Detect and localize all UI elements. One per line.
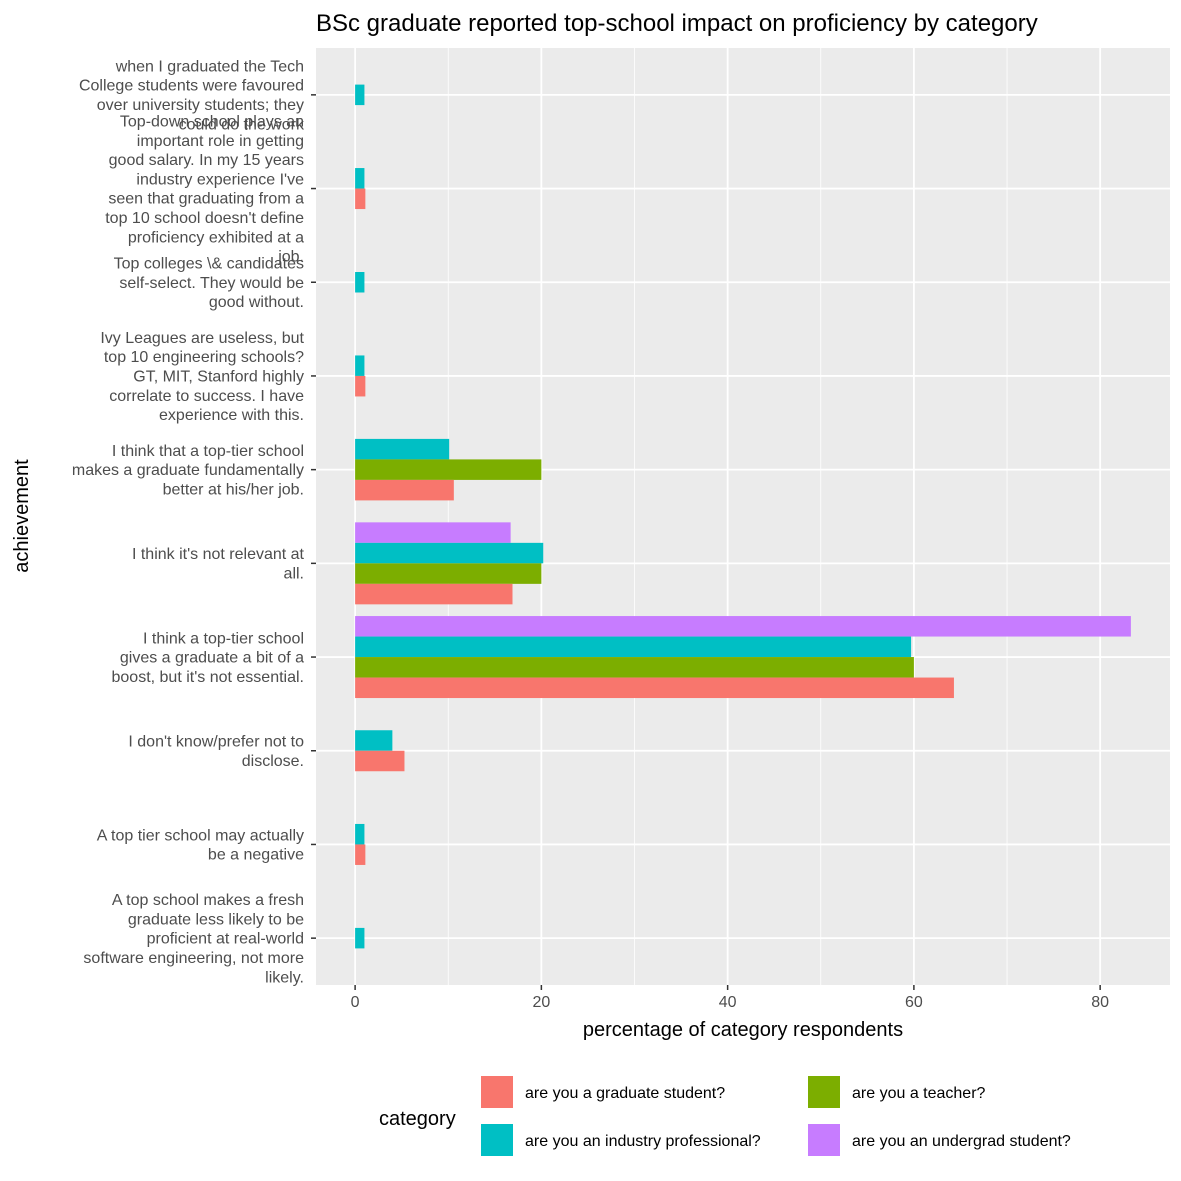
legend-label: are you a teacher? xyxy=(852,1085,986,1102)
y-tick-label: job. xyxy=(277,249,304,266)
y-axis-title: achievement xyxy=(11,459,33,573)
bar xyxy=(355,188,366,210)
bar xyxy=(355,583,513,605)
bar xyxy=(355,750,405,772)
x-tick-label: 60 xyxy=(905,994,923,1011)
y-tick-label: I think a top-tier school xyxy=(143,630,304,647)
legend-label: are you an industry professional? xyxy=(525,1133,761,1150)
y-tick-label: proficient at real-world xyxy=(147,931,304,948)
bar xyxy=(355,272,365,293)
bar xyxy=(355,657,914,678)
x-axis-title: percentage of category respondents xyxy=(583,1019,903,1041)
bar xyxy=(355,522,511,543)
x-tick-label: 40 xyxy=(719,994,737,1011)
bar xyxy=(355,375,366,397)
legend: category are you a graduate student? are … xyxy=(379,1076,1071,1156)
y-tick-label: I think it's not relevant at xyxy=(132,546,305,563)
bar xyxy=(355,542,544,564)
y-tick-label: all. xyxy=(284,566,304,583)
y-tick-label: be a negative xyxy=(208,847,304,864)
legend-title: category xyxy=(379,1108,456,1130)
bar xyxy=(355,677,954,699)
legend-swatch xyxy=(808,1076,840,1108)
y-tick-label: seen that graduating from a xyxy=(108,191,304,208)
y-tick-label: when I graduated the Tech xyxy=(115,58,304,75)
y-tick-label: A top tier school may actually xyxy=(97,827,304,844)
bar xyxy=(355,730,393,751)
y-tick-label: Top colleges \& candidates xyxy=(114,255,304,272)
y-tick-label: could do the work xyxy=(179,116,305,133)
legend-label: are you a graduate student? xyxy=(525,1085,725,1102)
y-tick-label: correlate to success. I have xyxy=(109,388,304,405)
y-tick-label: graduate less likely to be xyxy=(128,911,304,928)
y-tick-label: proficiency exhibited at a xyxy=(128,229,304,246)
y-tick-label: good salary. In my 15 years xyxy=(109,152,304,169)
bars xyxy=(355,84,1131,949)
y-tick-label: A top school makes a fresh xyxy=(112,892,304,909)
y-tick-label: experience with this. xyxy=(159,407,304,424)
legend-swatch xyxy=(481,1124,513,1156)
y-tick-label: better at his/her job. xyxy=(163,481,304,498)
major-gridlines xyxy=(316,48,1170,985)
y-tick-label: Top-down school plays an xyxy=(120,114,304,131)
plot-panel xyxy=(316,48,1170,985)
y-tick-label: industry experience I've xyxy=(136,171,304,188)
legend-label: are you an undergrad student? xyxy=(852,1133,1071,1150)
chart-title: BSc graduate reported top-school impact … xyxy=(316,10,1038,37)
y-tick-label: College students were favoured xyxy=(79,78,304,95)
legend-swatch xyxy=(808,1124,840,1156)
y-tick-label: top 10 engineering schools? xyxy=(104,349,304,366)
bar xyxy=(355,459,542,480)
bar xyxy=(355,168,365,189)
bar xyxy=(355,438,450,460)
y-tick-label: important role in getting xyxy=(137,133,304,150)
y-tick-label: self-select. They would be xyxy=(119,275,304,292)
y-tick-label: likely. xyxy=(265,969,304,986)
y-tick-label: gives a graduate a bit of a xyxy=(120,650,304,667)
y-tick-label: over university students; they xyxy=(97,97,304,114)
y-tick-label: I don't know/prefer not to xyxy=(128,734,304,751)
y-tick-label: Ivy Leagues are useless, but xyxy=(100,330,304,347)
bar xyxy=(355,844,366,865)
x-tick-label: 20 xyxy=(532,994,550,1011)
y-tick-label: GT, MIT, Stanford highly xyxy=(133,368,304,385)
y-tick-label: makes a graduate fundamentally xyxy=(72,462,304,479)
minor-gridlines xyxy=(447,48,1008,985)
y-tick-label: good without. xyxy=(209,294,304,311)
y-tick-label: I think that a top-tier school xyxy=(112,443,304,460)
y-tick-label: disclose. xyxy=(242,753,304,770)
x-axis: 0 20 40 60 80 xyxy=(351,985,1109,1011)
bar xyxy=(355,927,365,949)
bar xyxy=(355,355,365,376)
y-tick-label: boost, but it's not essential. xyxy=(112,669,305,686)
legend-swatch xyxy=(481,1076,513,1108)
bar xyxy=(355,823,365,845)
bar xyxy=(355,563,542,584)
bar xyxy=(355,84,365,106)
bar xyxy=(355,616,1131,637)
x-tick-label: 80 xyxy=(1091,994,1109,1011)
x-tick-label: 0 xyxy=(351,994,360,1011)
y-tick-label: software engineering, not more xyxy=(83,950,304,967)
bar xyxy=(355,636,912,658)
y-axis: when I graduated the Tech College student… xyxy=(72,58,316,986)
bar xyxy=(355,479,454,501)
y-tick-label: top 10 school doesn't define xyxy=(105,210,304,227)
